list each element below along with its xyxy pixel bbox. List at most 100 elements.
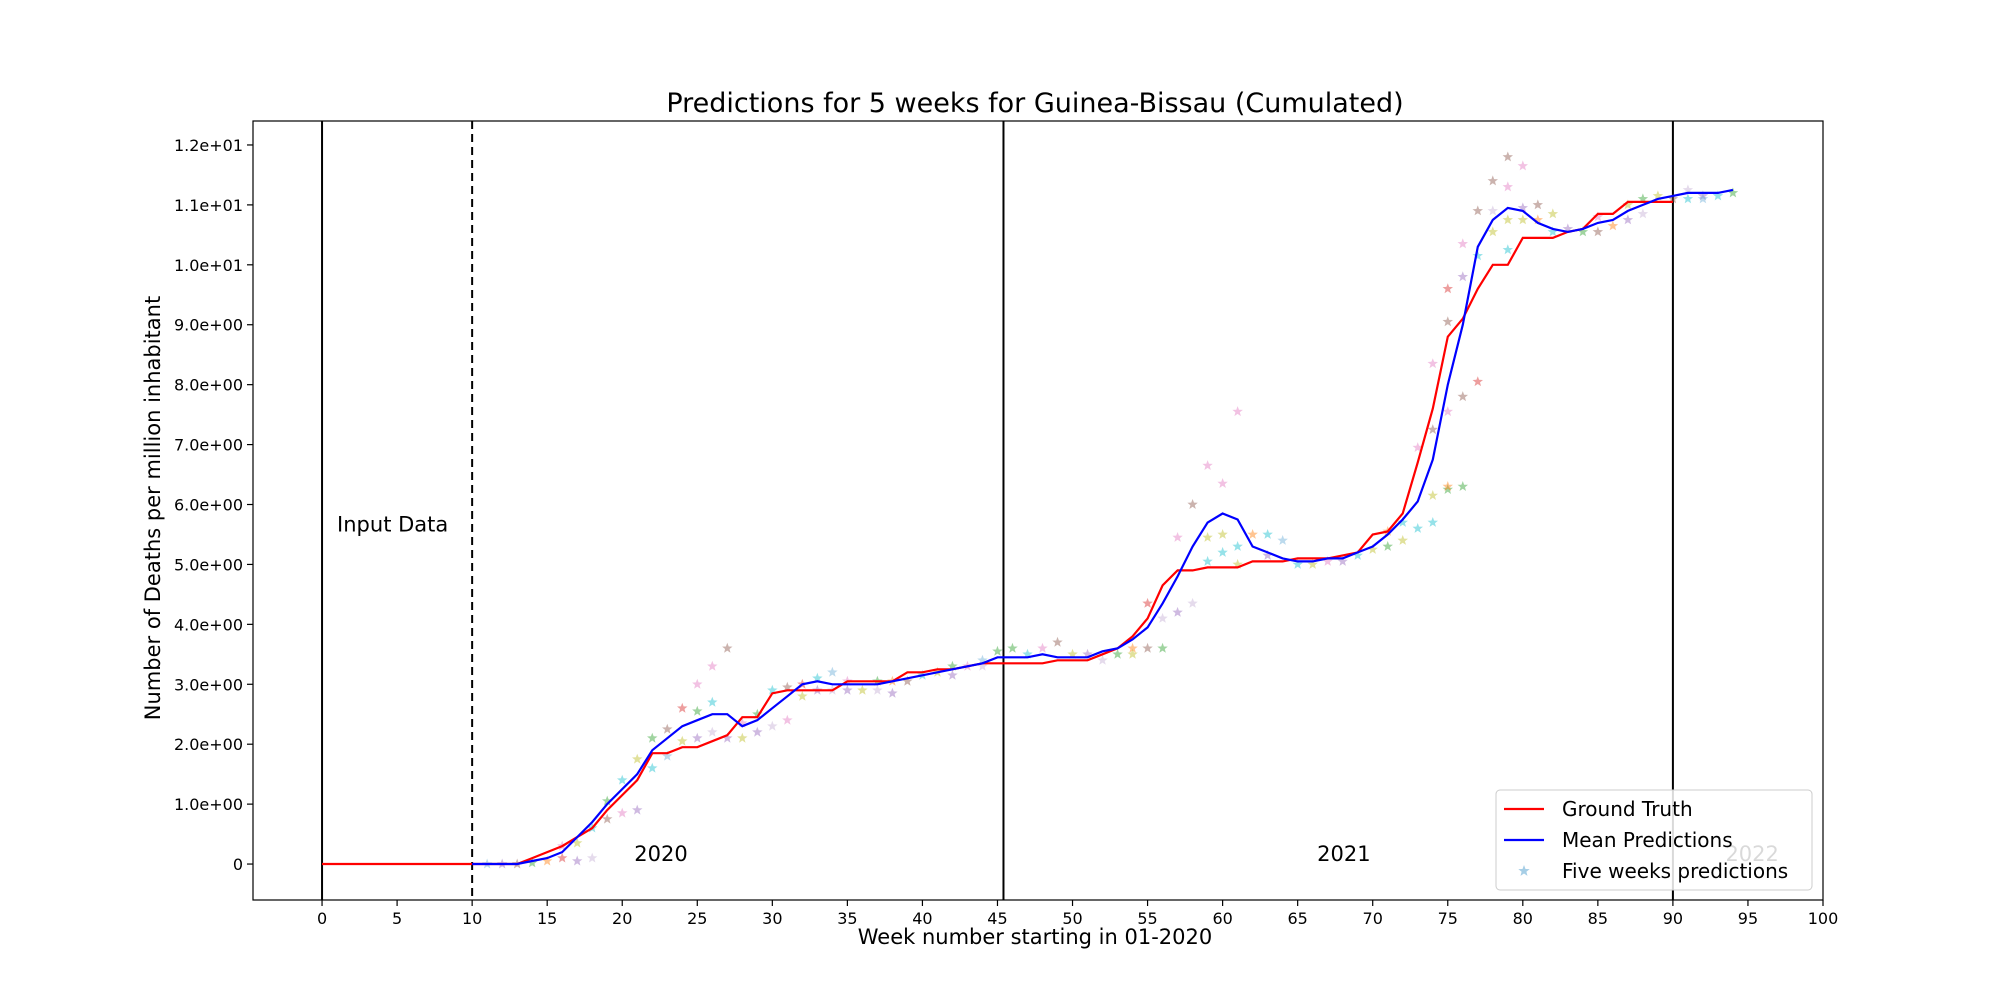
prediction-point-22 [677,702,688,713]
prediction-point-107 [1427,490,1438,500]
prediction-point-93 [1307,558,1318,569]
legend-label-2: Five weeks predictions [1562,859,1788,883]
prediction-point-8 [572,855,583,866]
prediction-point-37 [782,714,793,725]
prediction-point-12 [602,795,613,806]
prediction-point-17 [647,762,658,773]
prediction-point-31 [737,732,748,743]
prediction-point-121 [1487,226,1498,237]
prediction-point-125 [1502,214,1513,225]
x-tick-label-5: 25 [687,909,707,928]
prediction-point-50 [887,687,898,698]
prediction-point-34 [752,708,763,719]
x-tick-label-10: 50 [1062,909,1082,928]
x-tick-label-6: 30 [762,909,782,928]
prediction-point-33 [752,726,763,737]
prediction-point-16 [632,753,643,764]
prediction-point-124 [1502,181,1513,192]
y-tick-label-3: 3.0e+00 [174,675,243,694]
prediction-point-94 [1322,555,1333,566]
prediction-point-27 [707,660,718,671]
prediction-point-137 [1592,211,1604,222]
x-tick-label-2: 10 [462,909,482,928]
prediction-point-87 [1232,558,1243,569]
prediction-point-55 [947,660,958,671]
prediction-point-145 [1682,184,1694,195]
y-tick-label-7: 7.0e+00 [174,436,243,455]
prediction-point-120 [1487,175,1498,186]
prediction-point-119 [1472,250,1483,261]
prediction-point-79 [1202,460,1213,470]
prediction-point-100 [1397,535,1408,545]
prediction-point-78 [1187,499,1198,509]
prediction-point-48 [872,684,883,695]
prediction-point-25 [692,705,703,716]
prediction-point-61 [1007,642,1018,653]
prediction-point-133 [1547,226,1559,237]
x-tick-label-8: 40 [912,909,932,928]
prediction-point-129 [1517,202,1528,213]
prediction-point-39 [797,690,808,701]
prediction-point-52 [902,675,913,686]
prediction-point-29 [722,642,733,653]
prediction-point-139 [1622,214,1634,225]
x-tick-label-4: 20 [612,909,632,928]
prediction-point-64 [1052,636,1063,647]
prediction-point-101 [1397,517,1408,527]
prediction-point-62 [1022,648,1033,659]
prediction-point-73 [1157,642,1168,653]
x-tick-label-1: 5 [392,909,402,928]
legend-box [1495,789,1813,891]
prediction-point-150 [1727,187,1739,198]
prediction-point-85 [1232,406,1243,417]
annotation-1: 2020 [634,842,687,866]
prediction-point-19 [662,750,673,761]
prediction-point-24 [692,678,703,689]
y-tick-label-5: 5.0e+00 [174,555,243,574]
prediction-point-59 [977,660,988,671]
y-tick-label-2: 2.0e+00 [174,735,243,754]
prediction-point-5 [557,852,568,863]
prediction-point-117 [1472,376,1483,387]
prediction-point-96 [1352,549,1363,560]
prediction-point-97 [1367,544,1378,554]
prediction-point-112 [1442,406,1453,417]
prediction-point-35 [767,720,778,731]
prediction-point-118 [1472,205,1483,216]
prediction-point-136 [1592,226,1604,237]
prediction-point-68 [1112,648,1123,659]
x-tick-label-20: 100 [1808,909,1839,928]
prediction-point-84 [1217,546,1228,557]
x-tick-label-18: 90 [1663,909,1683,928]
prediction-point-32 [737,717,748,728]
prediction-point-89 [1262,529,1273,539]
prediction-point-58 [977,654,988,665]
prediction-point-56 [947,669,958,680]
prediction-point-105 [1427,424,1438,435]
prediction-point-43 [827,666,838,677]
x-tick-label-7: 35 [837,909,857,928]
prediction-point-63 [1037,642,1048,653]
prediction-point-131 [1532,214,1543,225]
x-axis-label: Week number starting in 01-2020 [858,925,1212,949]
prediction-point-142 [1637,208,1649,219]
x-tick-label-9: 45 [987,909,1007,928]
prediction-point-74 [1157,612,1168,623]
y-tick-label-1: 1.0e+00 [174,795,243,814]
prediction-point-111 [1442,283,1453,294]
prediction-point-69 [1127,642,1138,653]
prediction-point-140 [1622,199,1634,210]
y-tick-label-12: 1.2e+01 [174,136,243,155]
y-tick-label-11: 1.1e+01 [174,196,243,215]
prediction-point-4 [542,855,553,866]
prediction-point-80 [1202,555,1213,566]
prediction-point-103 [1412,442,1423,452]
prediction-point-106 [1427,358,1438,369]
legend-label-1: Mean Predictions [1562,828,1733,852]
legend: Ground Truth Mean Predictions Five weeks p… [1495,789,1813,891]
prediction-point-141 [1637,193,1649,204]
prediction-point-109 [1442,481,1453,491]
prediction-point-90 [1262,549,1273,560]
prediction-point-66 [1082,648,1093,659]
